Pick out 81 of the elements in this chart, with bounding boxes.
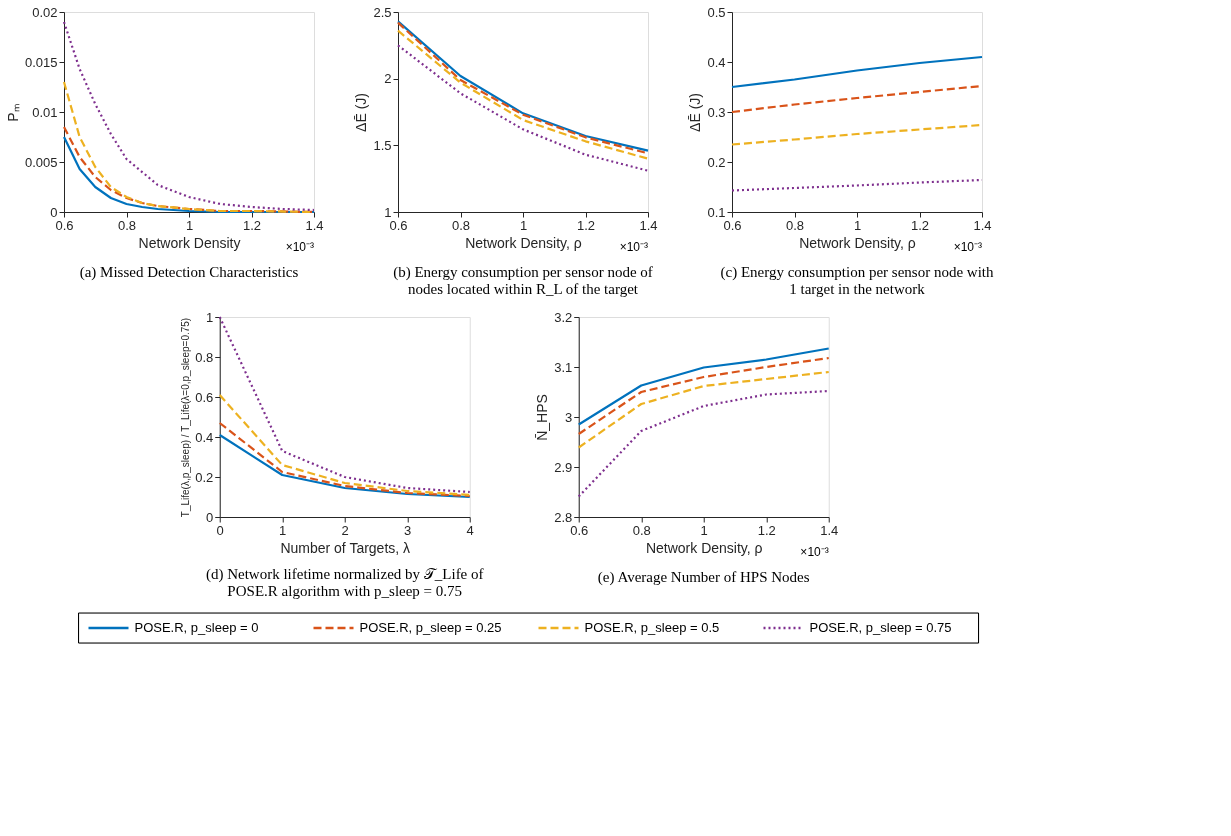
y-tick-label: 3.2 bbox=[554, 309, 573, 325]
y-tick-label: 1 bbox=[206, 309, 214, 325]
x-axis-title: Network Density, ρ bbox=[799, 234, 916, 251]
y-tick-label: 0.005 bbox=[24, 154, 58, 170]
text: ×10⁻³ bbox=[285, 240, 314, 254]
text: ×10⁻³ bbox=[619, 240, 648, 254]
line-series bbox=[577, 370, 830, 449]
y-axis-title: Pₘ bbox=[4, 103, 21, 122]
line-series bbox=[396, 44, 650, 172]
x-tick-label: 0 bbox=[216, 522, 224, 538]
x-tick-label: 0.6 bbox=[55, 217, 74, 233]
y-tick-label: 0.5 bbox=[707, 4, 726, 20]
y-axis-title: ΔĒ (J) bbox=[353, 93, 370, 132]
y-tick-label: 0.6 bbox=[195, 389, 214, 405]
y-tick-label: 0.1 bbox=[707, 204, 726, 220]
y-tick-label: 0.2 bbox=[195, 469, 214, 485]
text: (e) Average Number of HPS Nodes bbox=[597, 569, 810, 586]
x-tick-label: 1.4 bbox=[820, 522, 839, 538]
legend-label: POSE.R, p_sleep = 0.25 bbox=[359, 620, 502, 635]
y-tick-label: 0.4 bbox=[707, 54, 726, 70]
x-tick-label: 1 bbox=[279, 522, 287, 538]
y-tick-label: 2.8 bbox=[554, 509, 573, 525]
x-tick-label: 3 bbox=[404, 522, 412, 538]
x-tick-label: 0.8 bbox=[632, 522, 651, 538]
x-tick-label: 1.2 bbox=[576, 217, 596, 233]
x-tick-label: 4 bbox=[466, 522, 474, 538]
x-axis-title: Number of Targets, λ bbox=[280, 539, 411, 556]
y-tick-label: 1.5 bbox=[373, 137, 392, 153]
y-tick-label: 0.8 bbox=[195, 349, 214, 365]
y-tick-label: 0.01 bbox=[32, 104, 58, 120]
y-tick-label: 3.1 bbox=[554, 359, 573, 375]
x-tick-label: 1.4 bbox=[305, 217, 324, 233]
line-series bbox=[218, 421, 471, 498]
y-tick-label: 2.9 bbox=[554, 459, 573, 475]
y-tick-label: 2 bbox=[384, 71, 392, 87]
line-series bbox=[730, 55, 984, 89]
x-tick-label: 1 bbox=[185, 217, 194, 233]
line-series bbox=[577, 356, 830, 436]
y-tick-label: 3 bbox=[565, 409, 573, 425]
x-tick-label: 2 bbox=[341, 522, 349, 538]
y-tick-label: 0.4 bbox=[195, 429, 214, 445]
y-axis-title: T_Life(λ,p_sleep) / T_Life(λ=0,p_sleep=0.75) bbox=[180, 317, 192, 518]
y-tick-label: 1 bbox=[384, 204, 392, 220]
x-tick-label: 0.8 bbox=[785, 217, 805, 233]
y-tick-label: 0.2 bbox=[707, 154, 726, 170]
x-tick-label: 1.4 bbox=[973, 217, 992, 233]
x-tick-label: 1 bbox=[853, 217, 862, 233]
y-axis-title: N̄_HPS bbox=[534, 394, 551, 441]
x-tick-label: 0.8 bbox=[451, 217, 471, 233]
x-axis-title: Network Density bbox=[138, 234, 241, 251]
x-tick-label: 0.6 bbox=[570, 522, 589, 538]
line-series bbox=[577, 389, 830, 498]
text: (d) Network lifetime normalized by 𝒯_Life of POSE.R algorithm with p_sleep = 0.75 bbox=[205, 566, 484, 599]
y-axis-title: ΔĒ (J) bbox=[687, 93, 704, 132]
y-tick-label: 0 bbox=[206, 509, 214, 525]
line-series bbox=[218, 433, 471, 499]
x-axis-title: Network Density, ρ bbox=[465, 234, 582, 251]
x-tick-label: 0.6 bbox=[723, 217, 742, 233]
y-tick-label: 2.5 bbox=[373, 4, 392, 20]
text: ×10⁻³ bbox=[800, 545, 829, 559]
x-tick-label: 1.2 bbox=[910, 217, 930, 233]
x-tick-label: 1.2 bbox=[242, 217, 262, 233]
line-series bbox=[577, 347, 830, 426]
text: (a) Missed Detection Characteristics bbox=[79, 264, 299, 281]
line-series bbox=[218, 393, 471, 497]
text: ×10⁻³ bbox=[953, 240, 982, 254]
line-series bbox=[218, 315, 471, 494]
x-tick-label: 1.4 bbox=[639, 217, 658, 233]
text: (c) Energy consumption per sensor node with 1 target in the network bbox=[720, 264, 994, 297]
x-axis-title: Network Density, ρ bbox=[645, 539, 763, 556]
legend-label: POSE.R, p_sleep = 0 bbox=[134, 620, 259, 635]
x-tick-label: 1 bbox=[519, 217, 528, 233]
legend-label: POSE.R, p_sleep = 0.75 bbox=[809, 620, 952, 635]
y-tick-label: 0.02 bbox=[32, 4, 58, 20]
text: (b) Energy consumption per sensor node of nodes located within R_L of the target bbox=[393, 264, 653, 297]
x-tick-label: 1.2 bbox=[757, 522, 776, 538]
x-tick-label: 0.8 bbox=[117, 217, 137, 233]
y-tick-label: 0.015 bbox=[24, 54, 58, 70]
y-tick-label: 0 bbox=[50, 204, 58, 220]
y-tick-label: 0.3 bbox=[707, 104, 726, 120]
legend-label: POSE.R, p_sleep = 0.5 bbox=[584, 620, 720, 635]
